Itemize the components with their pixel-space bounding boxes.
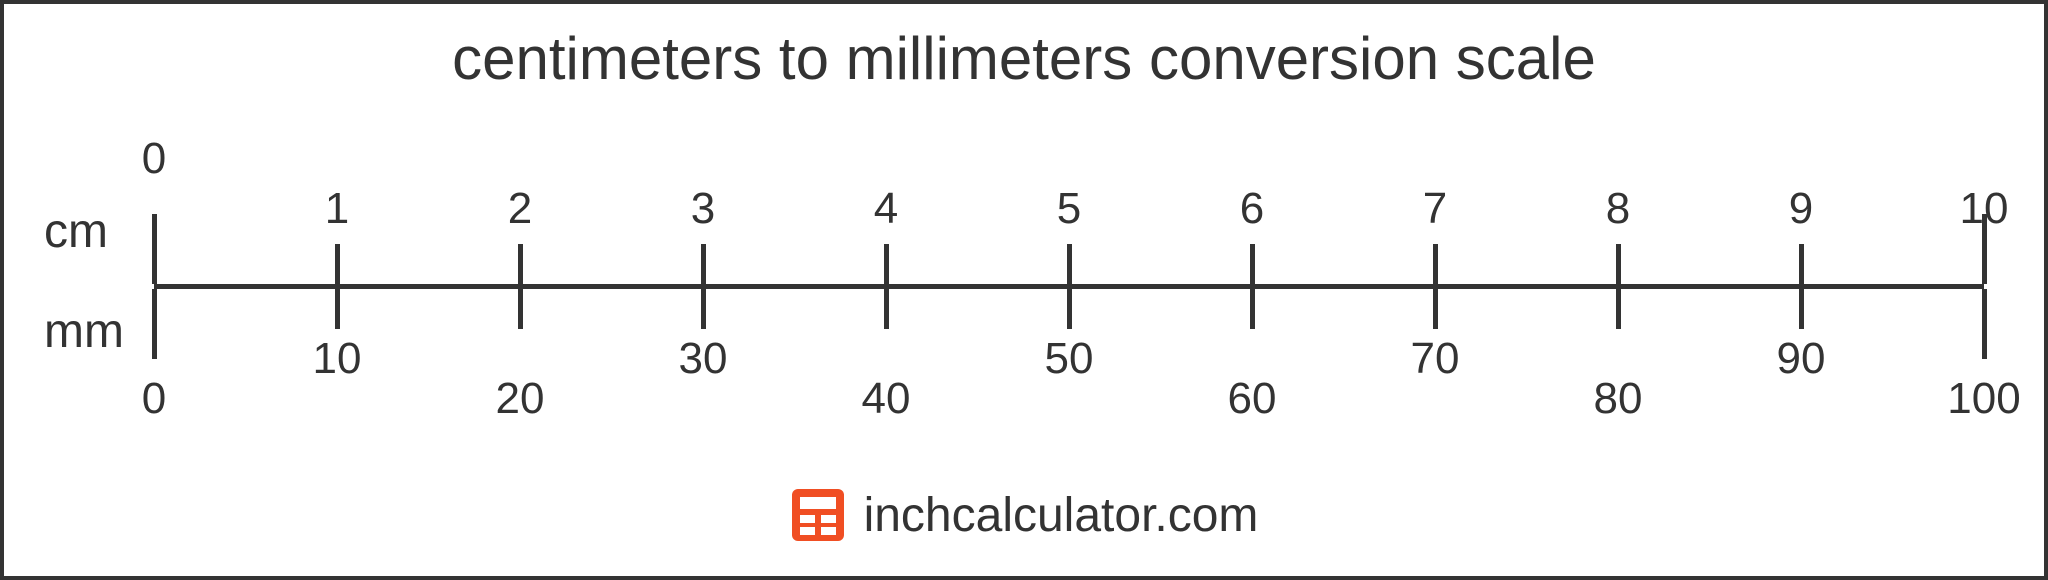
mm-tick-label: 30 <box>679 334 728 384</box>
mm-tick <box>518 289 523 329</box>
footer-text: inchcalculator.com <box>864 488 1259 543</box>
cm-tick-label: 4 <box>874 184 898 234</box>
mm-tick-label: 70 <box>1411 334 1460 384</box>
cm-tick-label: 6 <box>1240 184 1264 234</box>
mm-tick-label: 40 <box>862 374 911 424</box>
mm-tick-label: 90 <box>1777 334 1826 384</box>
mm-tick-label: 0 <box>142 374 166 424</box>
mm-tick <box>152 289 157 359</box>
footer: inchcalculator.com <box>4 487 2044 548</box>
mm-tick <box>1799 289 1804 329</box>
cm-tick-label: 9 <box>1789 184 1813 234</box>
cm-tick <box>518 244 523 284</box>
mm-tick-label: 80 <box>1594 374 1643 424</box>
mm-tick <box>1616 289 1621 329</box>
cm-tick <box>1799 244 1804 284</box>
cm-tick-label: 1 <box>325 184 349 234</box>
footer-row: inchcalculator.com <box>790 487 1259 543</box>
unit-label-mm: mm <box>44 304 124 359</box>
cm-tick <box>1067 244 1072 284</box>
mm-tick <box>335 289 340 329</box>
mm-tick-label: 10 <box>313 334 362 384</box>
mm-tick <box>1250 289 1255 329</box>
cm-tick <box>701 244 706 284</box>
mm-tick <box>1067 289 1072 329</box>
mm-tick <box>1433 289 1438 329</box>
cm-tick-label: 5 <box>1057 184 1081 234</box>
scale-area: cm mm 0123456789100102030405060708090100 <box>44 144 2004 444</box>
mm-tick <box>1982 289 1987 359</box>
cm-tick <box>152 214 157 284</box>
mm-tick-label: 60 <box>1228 374 1277 424</box>
page-title: centimeters to millimeters conversion sc… <box>4 24 2044 93</box>
cm-tick-label: 7 <box>1423 184 1447 234</box>
unit-label-cm: cm <box>44 204 108 259</box>
calculator-icon <box>790 487 846 543</box>
mm-tick <box>701 289 706 329</box>
cm-tick <box>335 244 340 284</box>
cm-tick <box>1250 244 1255 284</box>
mm-tick-label: 100 <box>1947 374 2020 424</box>
scale-container: centimeters to millimeters conversion sc… <box>0 0 2048 580</box>
cm-tick-label: 3 <box>691 184 715 234</box>
ruler: 0123456789100102030405060708090100 <box>154 144 1984 444</box>
mm-tick <box>884 289 889 329</box>
cm-tick-label: 2 <box>508 184 532 234</box>
cm-tick <box>884 244 889 284</box>
cm-tick-label: 0 <box>142 134 166 184</box>
mm-tick-label: 50 <box>1045 334 1094 384</box>
cm-tick-label: 10 <box>1960 184 2009 234</box>
cm-tick <box>1433 244 1438 284</box>
cm-tick <box>1616 244 1621 284</box>
cm-tick-label: 8 <box>1606 184 1630 234</box>
mm-tick-label: 20 <box>496 374 545 424</box>
